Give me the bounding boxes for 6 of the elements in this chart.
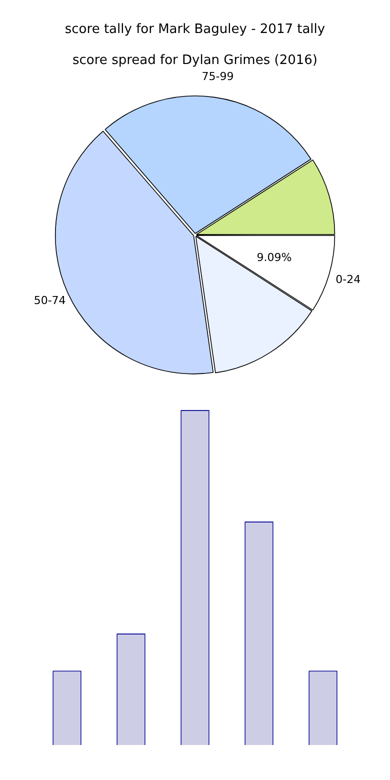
slice-label: 50-74 [34, 294, 66, 308]
slice-label: 0-24 [336, 272, 361, 286]
slice-label: 75-99 [202, 70, 234, 83]
chart-subtitle: score spread for Dylan Grimes (2016) [72, 53, 318, 68]
data-label: 9.09% [256, 251, 292, 264]
chart-title: score tally for Mark Baguley - 2017 tally [64, 22, 326, 37]
